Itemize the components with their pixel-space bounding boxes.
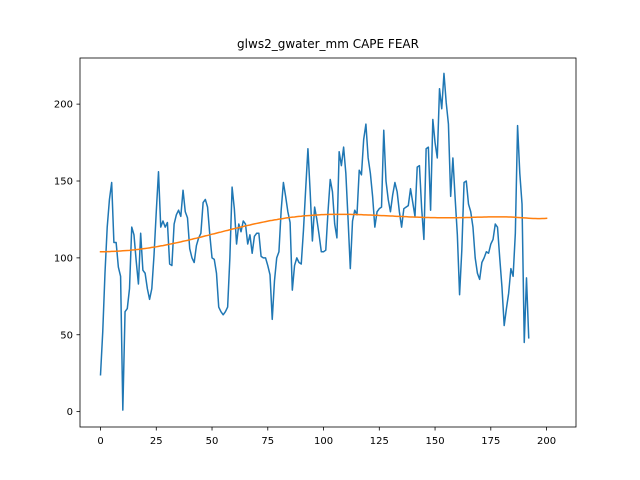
y-tick-label: 50 <box>60 330 73 341</box>
plot-area <box>79 57 577 428</box>
chart-title: glws2_gwater_mm CAPE FEAR <box>237 37 419 51</box>
y-tick-label: 0 <box>67 407 73 418</box>
plot-background <box>80 58 576 427</box>
x-tick-label: 150 <box>426 436 445 447</box>
x-tick-label: 125 <box>370 436 389 447</box>
y-tick-label: 200 <box>54 100 73 111</box>
x-tick-label: 200 <box>537 436 556 447</box>
x-tick-label: 50 <box>206 436 219 447</box>
series-line-2 <box>99 213 548 253</box>
plot-frame <box>79 57 577 428</box>
x-tick-label: 25 <box>150 436 163 447</box>
x-tick-label: 75 <box>261 436 274 447</box>
x-tick-label: 0 <box>97 436 103 447</box>
series-layer <box>99 72 548 411</box>
y-tick-label: 100 <box>54 253 73 264</box>
x-tick-label: 175 <box>481 436 500 447</box>
y-tick-label: 150 <box>54 177 73 188</box>
x-tick-label: 100 <box>314 436 333 447</box>
series-line-1 <box>99 72 530 411</box>
x-axis: 0 25 50 75 100 125 150 175 200 <box>97 427 556 447</box>
y-axis: 0 50 100 150 200 <box>54 100 80 418</box>
